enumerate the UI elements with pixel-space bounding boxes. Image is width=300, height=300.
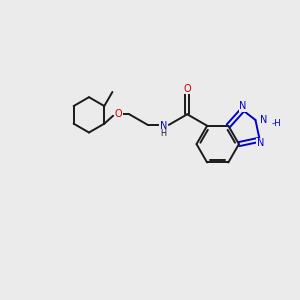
Text: N: N (160, 121, 167, 131)
Text: N: N (256, 138, 264, 148)
Text: N: N (260, 115, 267, 125)
Text: -H: -H (272, 119, 281, 128)
Text: H: H (160, 129, 166, 138)
Text: O: O (115, 109, 122, 119)
Text: N: N (239, 101, 247, 112)
Text: O: O (183, 84, 191, 94)
